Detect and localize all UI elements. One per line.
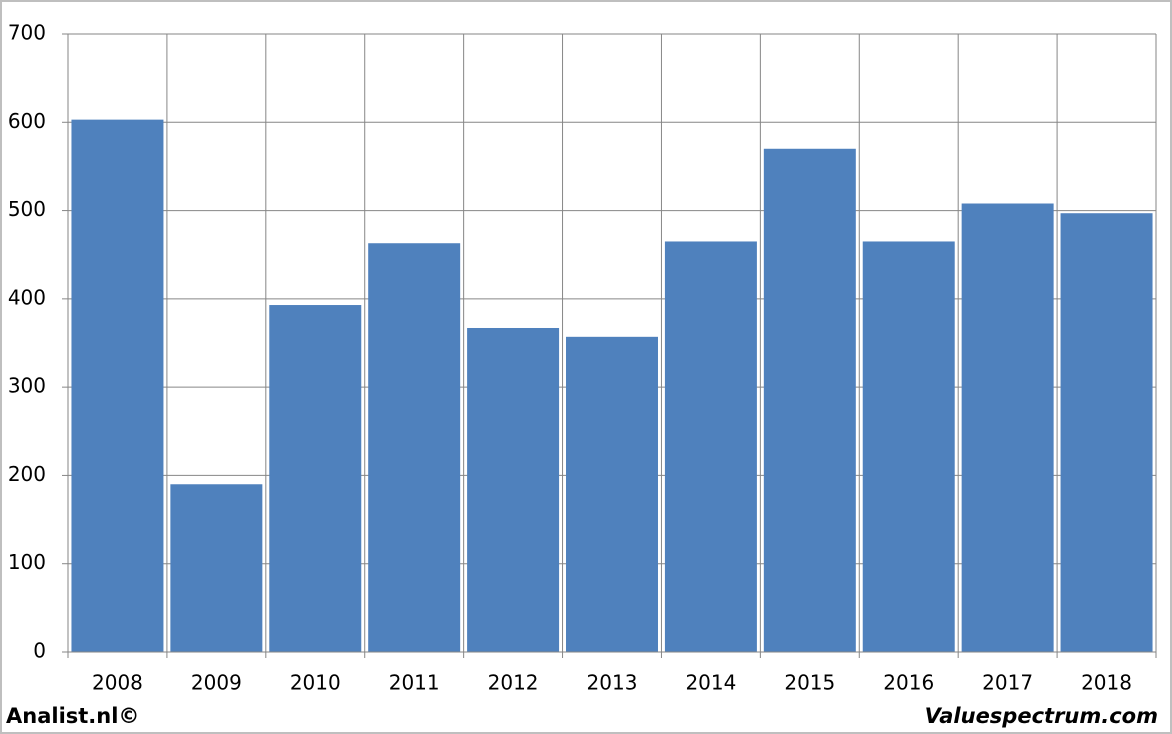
y-tick-label: 700	[8, 21, 46, 45]
x-tick-label: 2010	[290, 671, 341, 695]
x-tick-label: 2017	[982, 671, 1033, 695]
bar	[566, 336, 658, 652]
bar	[664, 241, 757, 652]
y-tick-label: 400	[8, 285, 46, 309]
source-left: Analist.nl©	[6, 704, 139, 728]
y-tick-label: 200	[8, 462, 46, 486]
y-tick-label: 0	[33, 639, 46, 663]
bar	[961, 203, 1054, 652]
x-tick-label: 2008	[92, 671, 143, 695]
bar	[1060, 213, 1153, 652]
bar	[862, 241, 955, 652]
x-tick-label: 2016	[883, 671, 934, 695]
x-tick-label: 2011	[389, 671, 440, 695]
bar	[71, 119, 164, 652]
y-tick-label: 300	[8, 374, 46, 398]
x-tick-label: 2012	[488, 671, 539, 695]
bar	[368, 243, 461, 653]
x-tick-label: 2013	[587, 671, 638, 695]
x-tick-label: 2018	[1081, 671, 1132, 695]
bar	[467, 327, 560, 652]
y-tick-label: 100	[8, 550, 46, 574]
bar	[170, 484, 263, 652]
y-tick-label: 500	[8, 197, 46, 221]
x-tick-label: 2015	[784, 671, 835, 695]
x-tick-label: 2009	[191, 671, 242, 695]
y-tick-label: 600	[8, 109, 46, 133]
x-tick-label: 2014	[685, 671, 736, 695]
source-right: Valuespectrum.com	[925, 704, 1158, 728]
bar	[763, 148, 856, 652]
bar	[269, 305, 362, 652]
